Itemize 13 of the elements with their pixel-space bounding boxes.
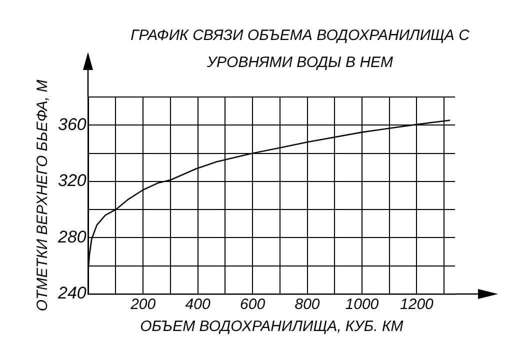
x-tick-label: 1200 xyxy=(400,296,434,314)
x-tick-label: 400 xyxy=(185,296,211,314)
x-tick-label: 800 xyxy=(294,296,320,314)
y-tick-label: 240 xyxy=(56,284,87,303)
y-tick-label: 280 xyxy=(56,227,87,246)
y-tick-label: 360 xyxy=(58,114,87,134)
y-tick-label: 320 xyxy=(58,171,87,190)
chart-title: ГРАФИК СВЯЗИ ОБЪЕМА ВОДОХРАНИЛИЩА С УРОВНЯМИ ВОДЫ В НЕМ xyxy=(130,26,470,73)
y-axis-title: ОТМЕТКИ ВЕРХНЕГО БЬЕФА, М xyxy=(34,79,52,312)
x-axis-title: ОБЪЕМ ВОДОХРАНИЛИЩА, КУБ. КМ xyxy=(140,318,404,336)
x-tick-label: 200 xyxy=(130,296,156,314)
x-tick-label: 600 xyxy=(240,296,266,314)
x-tick-label: 1000 xyxy=(345,296,380,314)
